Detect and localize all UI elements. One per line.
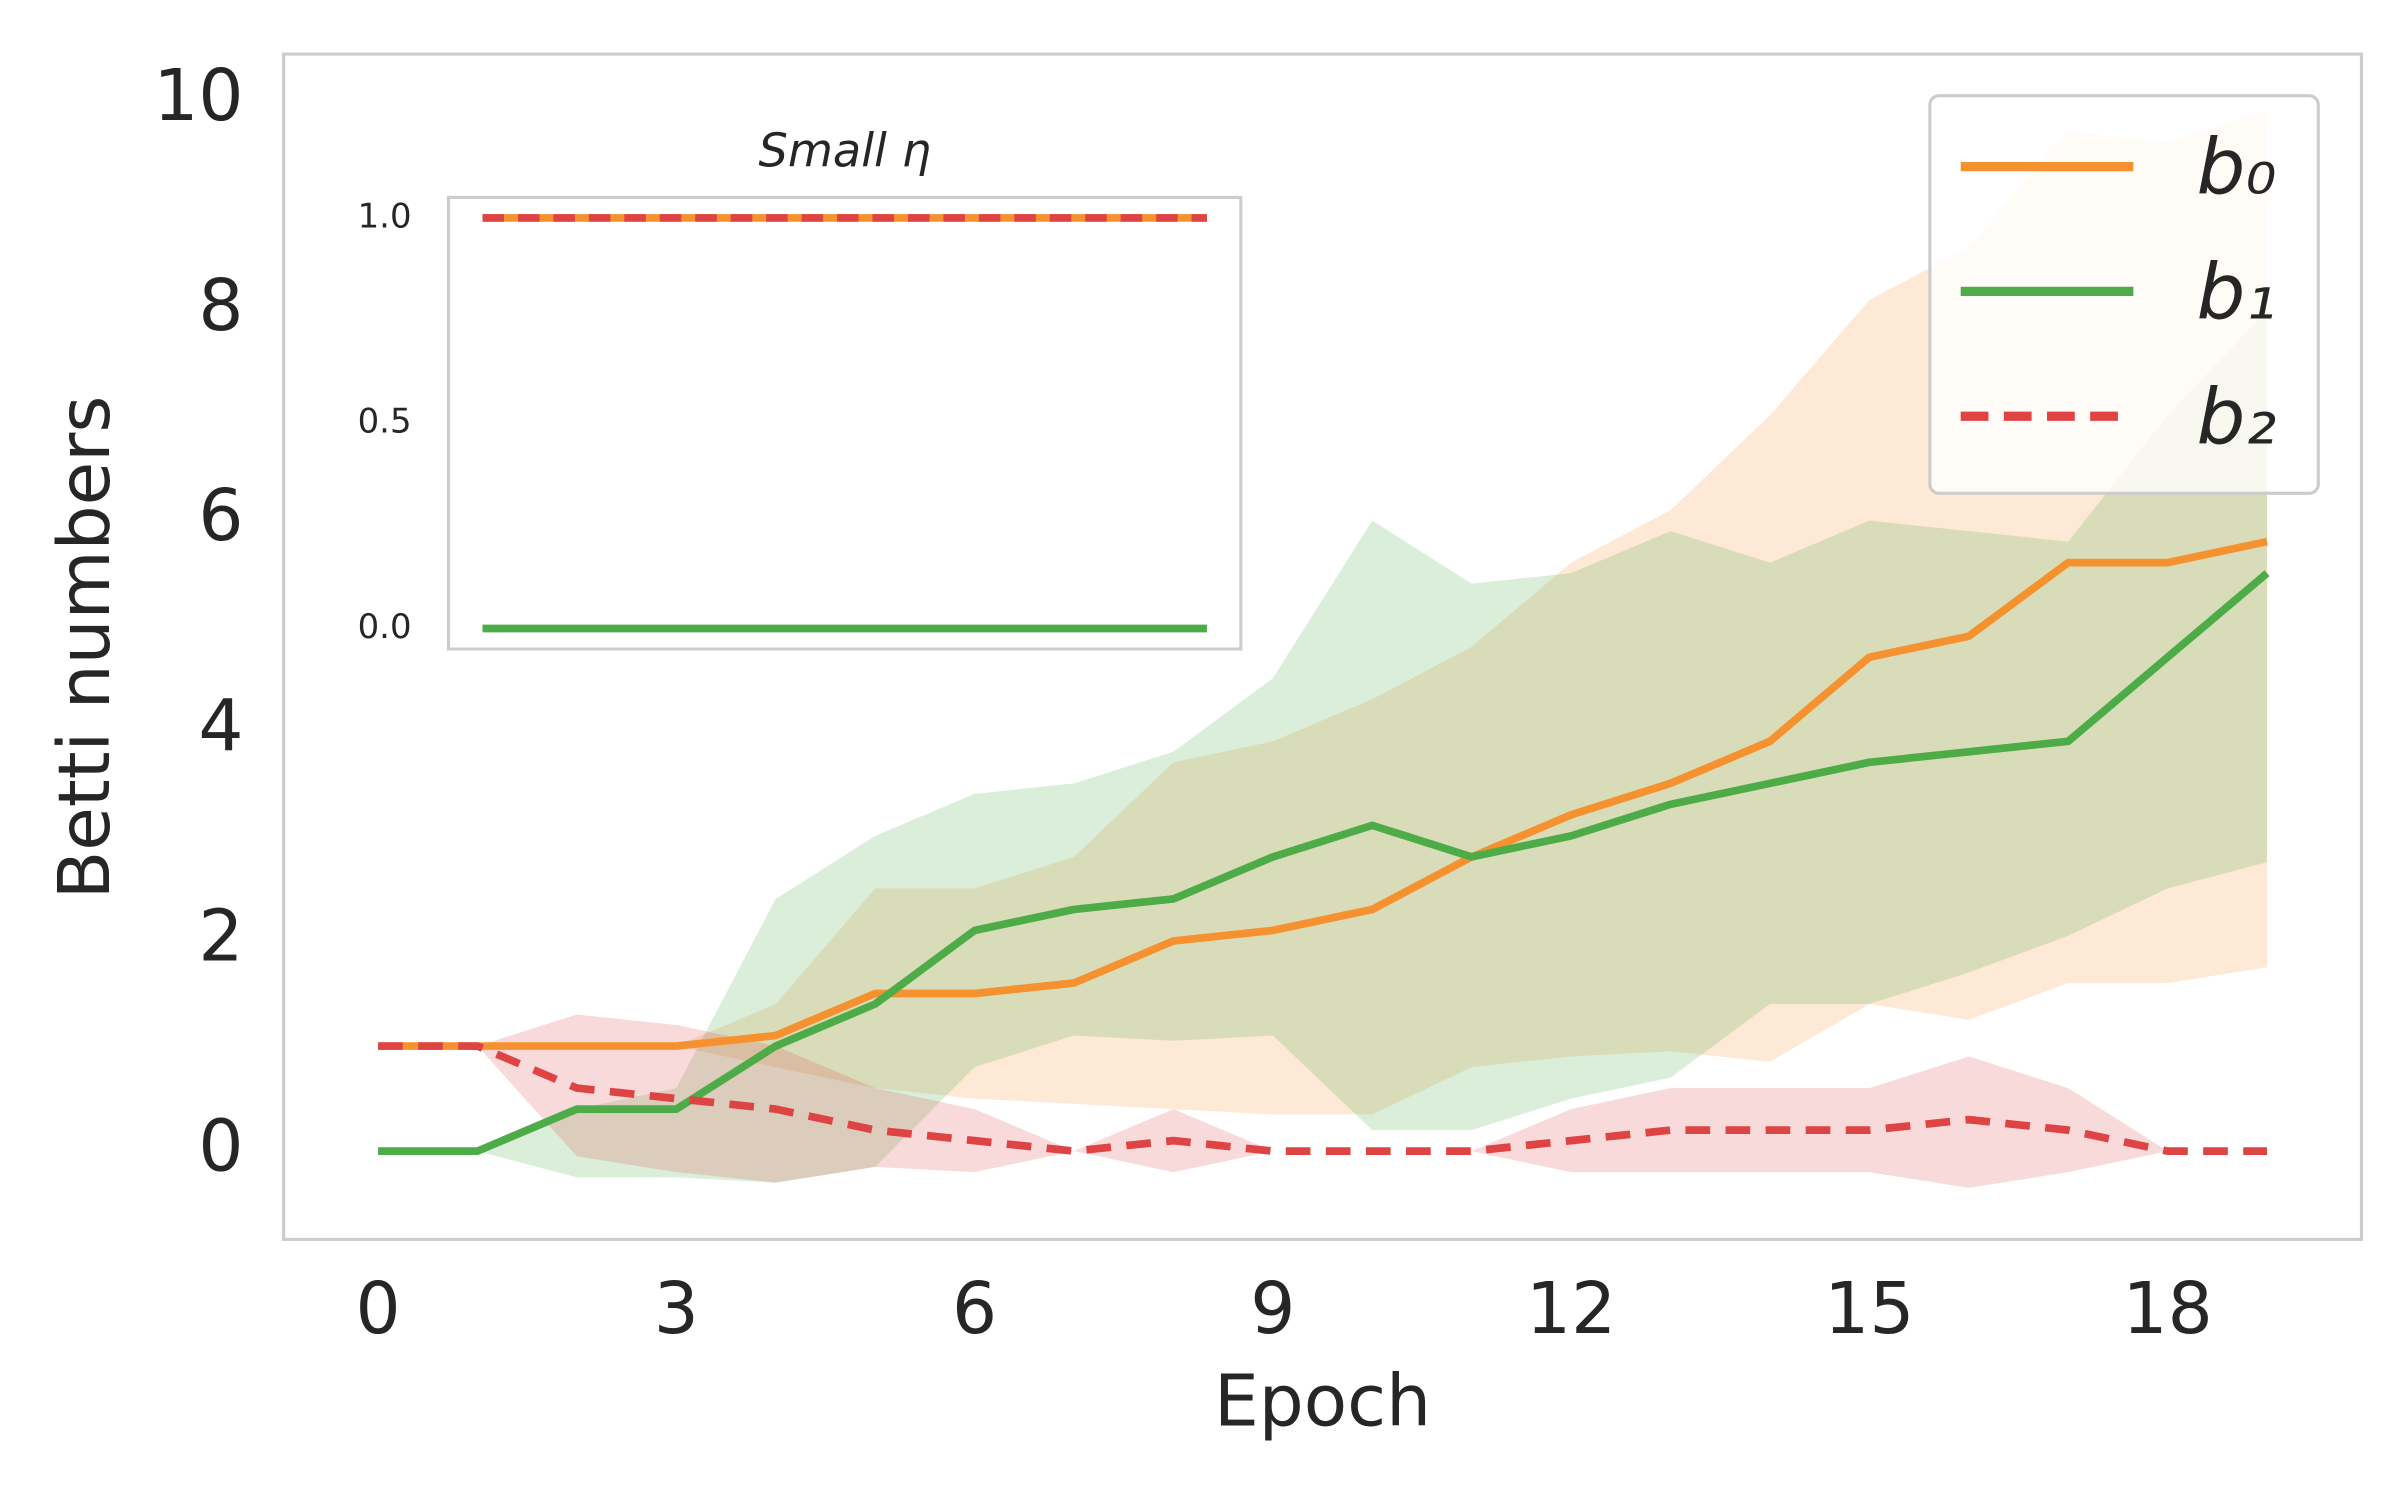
x-tick-label: 3: [654, 1267, 699, 1350]
x-tick-label: 6: [952, 1267, 997, 1350]
y-tick-label: 0.0: [358, 607, 412, 646]
y-tick-label: 8: [198, 264, 243, 347]
y-axis-label: Betti numbers: [43, 396, 126, 900]
error-band: [378, 310, 2268, 1183]
legend-label: b₀: [2197, 123, 2277, 213]
x-tick-label: 9: [1250, 1267, 1295, 1350]
x-tick-label: 12: [1526, 1267, 1616, 1350]
y-tick-label: 2: [198, 894, 243, 977]
x-tick-label: 15: [1824, 1267, 1914, 1350]
legend: b₀ b₁ b₂: [1928, 94, 2320, 495]
series-line: [378, 537, 2268, 1050]
y-tick-label: 10: [153, 54, 243, 137]
inset-plot: Small η 0.0 0.5 1.0: [358, 124, 1243, 651]
legend-label: b₁: [2197, 248, 2277, 338]
inset-frame: [447, 195, 1243, 651]
inset-title: Small η: [758, 124, 930, 178]
y-tick-label: 0.5: [358, 402, 412, 441]
series-line: [378, 1042, 2268, 1155]
y-tick-label: 6: [198, 474, 243, 557]
error-band: [378, 1014, 2268, 1188]
main-plot: 0 3 6 9 12 15 18 0 2 4 6 8 10: [153, 54, 2270, 1350]
x-tick-label: 18: [2122, 1267, 2212, 1350]
legend-label: b₂: [2197, 372, 2277, 462]
y-tick-label: 1.0: [358, 196, 412, 235]
y-tick-label: 4: [198, 684, 243, 767]
y-tick-label: 0: [198, 1105, 243, 1188]
x-axis-label: Epoch: [1214, 1359, 1431, 1442]
x-tick-label: 0: [356, 1267, 401, 1350]
error-band: [378, 110, 2268, 1115]
